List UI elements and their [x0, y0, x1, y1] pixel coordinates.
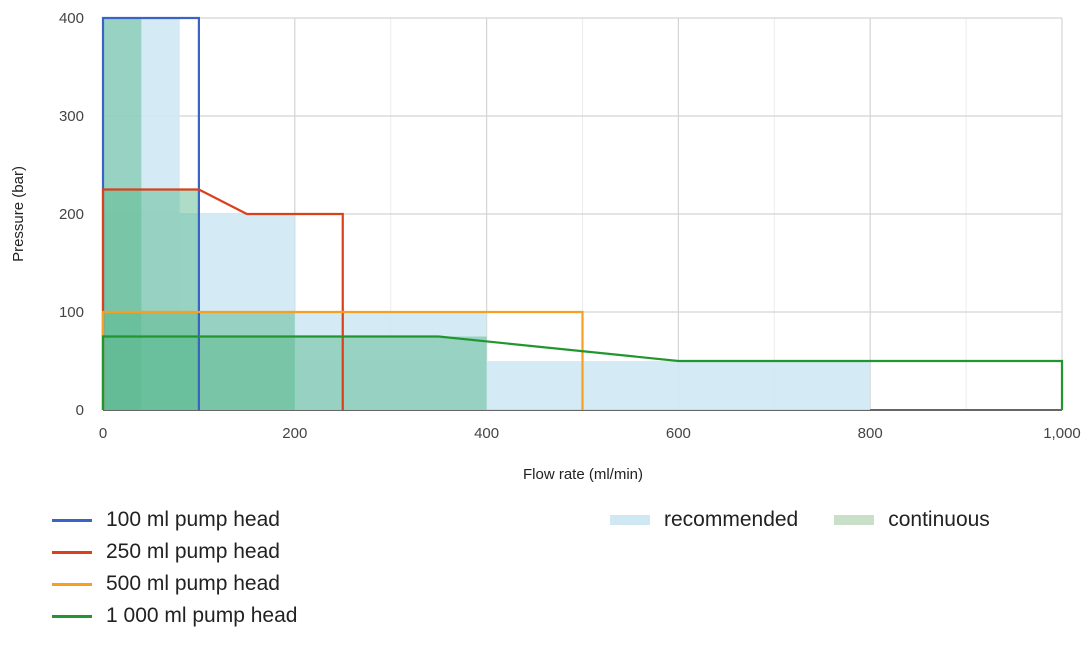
- legend-swatch: [52, 582, 92, 586]
- series-line-4: [101, 335, 1064, 410]
- y-axis-title: Pressure (bar): [10, 166, 27, 262]
- tick-labels: 0 200 400 600 800 1,000 0 100 200 300 400: [59, 10, 1081, 442]
- legend-series: 100 ml pump head 250 ml pump head 500 ml…: [52, 504, 297, 632]
- legend-swatch: [52, 614, 92, 618]
- x-axis-title: Flow rate (ml/min): [523, 466, 643, 483]
- legend-areas: recommended continuous: [610, 504, 1026, 536]
- series-line-2: [101, 188, 344, 410]
- legend-swatch: [834, 515, 875, 525]
- legend-swatch: [52, 518, 92, 522]
- x-tick-label: 800: [858, 425, 883, 442]
- y-tick-label: 300: [59, 108, 84, 125]
- y-tick-label: 400: [59, 10, 84, 27]
- legend-label: 1 000 ml pump head: [106, 604, 298, 627]
- x-tick-label: 200: [282, 425, 307, 442]
- legend-item-recommended: recommended: [610, 504, 798, 536]
- legend-label: 500 ml pump head: [106, 572, 280, 595]
- series-lines: [101, 16, 1064, 410]
- legend-swatch: [52, 550, 92, 554]
- legend-label: recommended: [664, 508, 799, 531]
- x-tick-label: 600: [666, 425, 691, 442]
- y-tick-label: 0: [76, 402, 84, 419]
- y-tick-label: 100: [59, 304, 84, 321]
- legend-item-100ml: 100 ml pump head: [52, 504, 297, 536]
- legend-label: continuous: [888, 508, 990, 531]
- legend-label: 250 ml pump head: [106, 540, 280, 563]
- y-tick-label: 200: [59, 206, 84, 223]
- area-regions: [103, 18, 871, 410]
- legend-swatch: [610, 515, 650, 525]
- legend-item-250ml: 250 ml pump head: [52, 536, 297, 568]
- legend-item-500ml: 500 ml pump head: [52, 568, 297, 600]
- x-tick-label: 1,000: [1043, 425, 1081, 442]
- x-tick-label: 0: [99, 425, 107, 442]
- legend-item-1000ml: 1 000 ml pump head: [52, 600, 297, 632]
- chart-plot: 0 200 400 600 800 1,000 0 100 200 300 400 Flow rat…: [10, 10, 1081, 483]
- legend-item-continuous: continuous: [834, 504, 990, 536]
- legend-label: 100 ml pump head: [106, 508, 280, 531]
- area-continuous: [103, 336, 487, 410]
- x-tick-label: 400: [474, 425, 499, 442]
